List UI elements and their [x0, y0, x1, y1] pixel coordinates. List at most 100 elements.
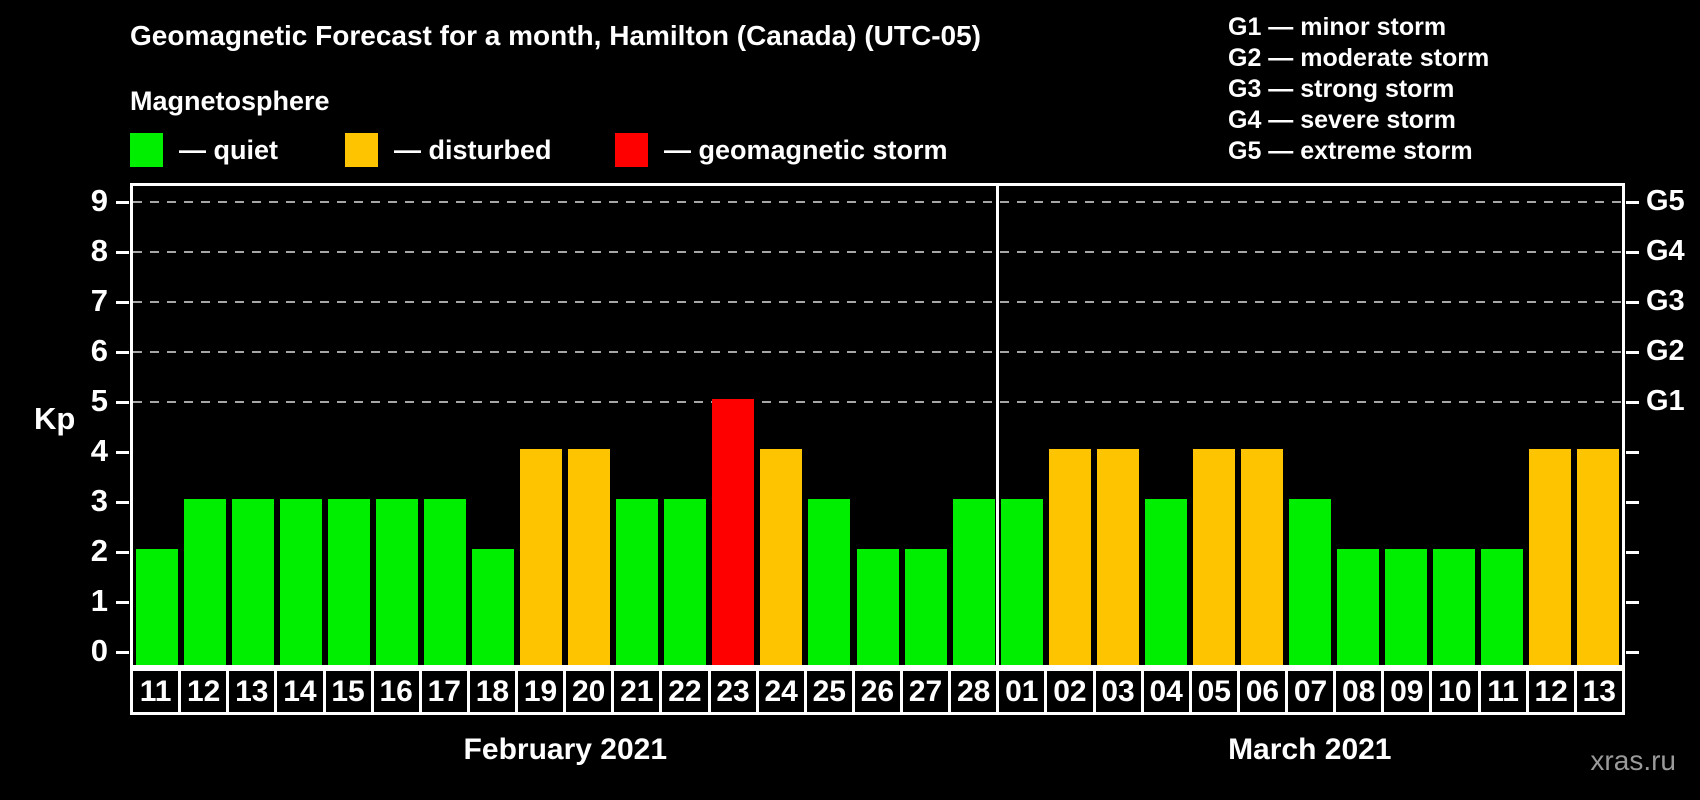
- left-tick-kp-1: [116, 601, 129, 604]
- y-tick-label-3: 3: [90, 483, 108, 518]
- day-label-07-month-1: 07: [1285, 668, 1337, 715]
- right-tick-kp-8: [1626, 251, 1639, 254]
- day-label-11-month-1: 11: [1477, 668, 1529, 715]
- storm-color-swatch: [615, 133, 648, 167]
- storm-scale-g1: G1 — minor storm: [1228, 13, 1447, 41]
- day-label-01-month-1: 01: [996, 668, 1048, 715]
- kp-bar-day-05-month-1: [1192, 449, 1235, 665]
- day-label-09-month-1: 09: [1381, 668, 1433, 715]
- kp-bar-day-09-month-1: [1384, 549, 1427, 665]
- watermark: xras.ru: [1590, 745, 1676, 776]
- right-tick-kp-2: [1626, 551, 1639, 554]
- day-label-17-month-0: 17: [418, 668, 470, 715]
- y-tick-label-0: 0: [90, 633, 108, 668]
- y-tick-label-9: 9: [90, 183, 108, 218]
- kp-bar-day-21-month-0: [616, 499, 659, 665]
- y-tick-label-8: 8: [90, 233, 108, 268]
- right-tick-kp-3: [1626, 501, 1639, 504]
- kp-bar-day-11-month-1: [1480, 549, 1523, 665]
- legend-item-disturbed: — disturbed: [345, 131, 552, 169]
- day-label-12-month-0: 12: [178, 668, 230, 715]
- month-separator-line: [996, 186, 1000, 665]
- day-label-12-month-1: 12: [1525, 668, 1577, 715]
- gridline-kp-9: [133, 201, 1622, 203]
- right-tick-kp-5: [1626, 401, 1639, 404]
- right-axis-label-g5: G5: [1646, 185, 1685, 217]
- day-label-26-month-0: 26: [851, 668, 903, 715]
- day-label-23-month-0: 23: [707, 668, 759, 715]
- legend-label-storm: — geomagnetic storm: [664, 134, 948, 165]
- legend-item-storm: — geomagnetic storm: [615, 131, 948, 169]
- day-label-13-month-1: 13: [1573, 668, 1625, 715]
- kp-bar-day-12-month-0: [184, 499, 227, 665]
- day-label-04-month-1: 04: [1140, 668, 1192, 715]
- y-tick-label-6: 6: [90, 333, 108, 368]
- y-tick-label-1: 1: [90, 583, 108, 618]
- y-tick-label-4: 4: [90, 433, 108, 468]
- y-tick-label-7: 7: [90, 283, 108, 318]
- kp-bar-day-11-month-0: [136, 549, 179, 665]
- kp-bar-day-26-month-0: [856, 549, 899, 665]
- kp-bar-day-10-month-1: [1432, 549, 1475, 665]
- quiet-color-swatch: [130, 133, 163, 167]
- day-label-28-month-0: 28: [948, 668, 1000, 715]
- day-label-06-month-1: 06: [1236, 668, 1288, 715]
- gridline-kp-6: [133, 351, 1622, 353]
- day-label-21-month-0: 21: [611, 668, 663, 715]
- right-tick-kp-9: [1626, 201, 1639, 204]
- right-axis-label-g2: G2: [1646, 335, 1685, 367]
- day-label-22-month-0: 22: [659, 668, 711, 715]
- day-label-24-month-0: 24: [755, 668, 807, 715]
- right-axis-label-g4: G4: [1646, 235, 1685, 267]
- day-label-10-month-1: 10: [1429, 668, 1481, 715]
- series-label: Magnetosphere: [130, 86, 330, 116]
- day-label-16-month-0: 16: [370, 668, 422, 715]
- kp-bar-day-17-month-0: [424, 499, 467, 665]
- storm-scale-g3: G3 — strong storm: [1228, 75, 1455, 103]
- kp-bar-day-06-month-1: [1240, 449, 1283, 665]
- legend-item-quiet: — quiet: [130, 131, 278, 169]
- chart-title: Geomagnetic Forecast for a month, Hamilt…: [130, 20, 981, 51]
- kp-bar-day-20-month-0: [568, 449, 611, 665]
- kp-bar-day-14-month-0: [280, 499, 323, 665]
- day-label-27-month-0: 27: [900, 668, 952, 715]
- gridline-kp-7: [133, 301, 1622, 303]
- left-tick-kp-5: [116, 401, 129, 404]
- right-axis-label-g1: G1: [1646, 385, 1685, 417]
- kp-bar-day-24-month-0: [760, 449, 803, 665]
- left-tick-kp-2: [116, 551, 129, 554]
- day-label-25-month-0: 25: [803, 668, 855, 715]
- right-tick-kp-1: [1626, 601, 1639, 604]
- legend-label-quiet: — quiet: [179, 134, 278, 165]
- right-tick-kp-6: [1626, 351, 1639, 354]
- day-label-02-month-1: 02: [1044, 668, 1096, 715]
- kp-bar-day-27-month-0: [904, 549, 947, 665]
- y-axis-title: Kp: [34, 401, 76, 436]
- kp-bar-day-13-month-0: [232, 499, 275, 665]
- day-label-20-month-0: 20: [563, 668, 615, 715]
- storm-scale-g2: G2 — moderate storm: [1228, 44, 1490, 72]
- left-tick-kp-7: [116, 301, 129, 304]
- storm-scale-legend: G1 — minor storm G2 — moderate storm G3 …: [1228, 12, 1489, 167]
- day-label-11-month-0: 11: [130, 668, 182, 715]
- kp-bar-day-07-month-1: [1288, 499, 1331, 665]
- disturbed-color-swatch: [345, 133, 378, 167]
- gridline-kp-8: [133, 251, 1622, 253]
- kp-bar-day-04-month-1: [1144, 499, 1187, 665]
- day-label-18-month-0: 18: [466, 668, 518, 715]
- left-tick-kp-8: [116, 251, 129, 254]
- left-tick-kp-3: [116, 501, 129, 504]
- kp-bar-day-03-month-1: [1096, 449, 1139, 665]
- day-label-15-month-0: 15: [322, 668, 374, 715]
- kp-bar-day-23-month-0: [712, 399, 755, 665]
- gridline-kp-5: [133, 401, 1622, 403]
- right-axis-label-g3: G3: [1646, 285, 1685, 317]
- y-tick-label-2: 2: [90, 533, 108, 568]
- storm-scale-g5: G5 — extreme storm: [1228, 137, 1473, 165]
- day-label-14-month-0: 14: [274, 668, 326, 715]
- plot-area: [130, 183, 1625, 668]
- kp-bar-day-28-month-0: [952, 499, 995, 665]
- storm-scale-g4: G4 — severe storm: [1228, 106, 1456, 134]
- day-label-05-month-1: 05: [1188, 668, 1240, 715]
